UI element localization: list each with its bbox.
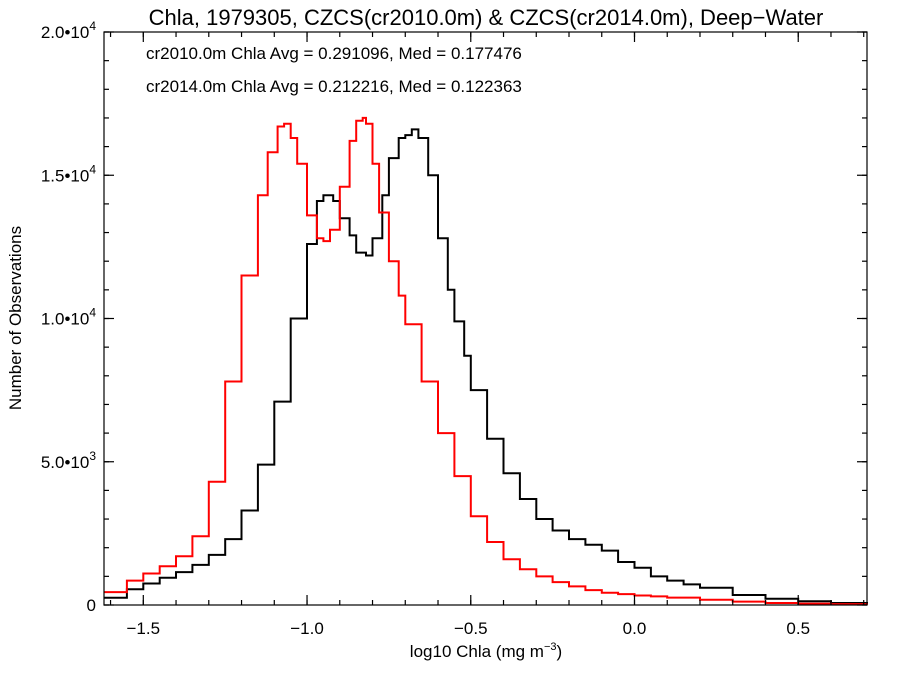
x-tick-label: 0.0 (623, 619, 647, 638)
x-tick-label: −1.5 (127, 619, 161, 638)
stats-annotation-black: cr2010.0m Chla Avg = 0.291096, Med = 0.1… (146, 44, 522, 63)
x-axis-label-end: ) (557, 642, 563, 661)
stats-annotation-red: cr2014.0m Chla Avg = 0.212216, Med = 0.1… (146, 77, 522, 96)
y-tick-label: 1.0•104 (41, 306, 97, 329)
x-tick-label: −0.5 (454, 619, 488, 638)
y-tick-label: 1.5•104 (41, 162, 97, 185)
x-axis-label-superscript: −3 (544, 641, 557, 653)
series-line-2 (104, 116, 868, 606)
x-axis-label: log10 Chla (mg m−3) (410, 641, 562, 661)
y-axis-label: Number of Observations (6, 226, 25, 410)
axis-ticks: −1.5 −1.0 −0.5 0.0 0.5 0 5.0•103 1.0•104 1.5•104… (41, 19, 867, 638)
series-line-1 (104, 128, 868, 605)
y-tick-label: 0 (87, 596, 96, 615)
x-tick-label: 0.5 (786, 619, 810, 638)
x-tick-label: −1.0 (290, 619, 324, 638)
y-tick-label: 2.0•104 (41, 19, 97, 42)
y-tick-label: 5.0•103 (41, 449, 97, 472)
chart-title: Chla, 1979305, CZCS(cr2010.0m) & CZCS(cr… (149, 5, 824, 30)
series-group (104, 116, 868, 606)
x-axis-label-text: log10 Chla (mg m (410, 642, 544, 661)
